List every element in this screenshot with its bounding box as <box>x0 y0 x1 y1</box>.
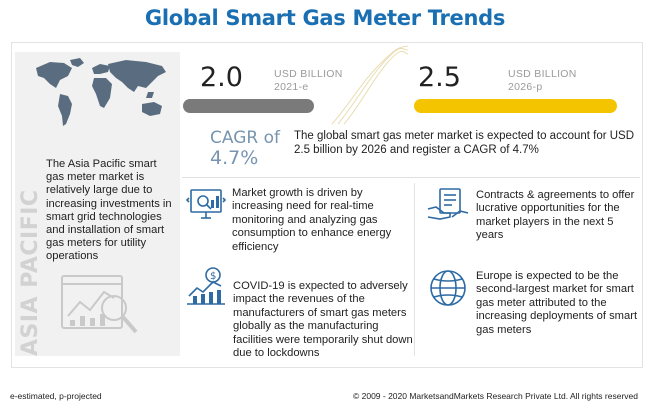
market-bar-2026 <box>414 99 617 113</box>
footer-legend: e-estimated, p-projected <box>10 391 102 401</box>
region-description: The Asia Pacific smart gas meter market … <box>46 158 172 263</box>
market-summary: The global smart gas meter market is exp… <box>294 130 635 156</box>
region-vertical-label: ASIA PACIFIC <box>18 189 43 356</box>
point-covid: COVID-19 is expected to adversely impact… <box>233 280 413 360</box>
market-unit-2021: USD BILLION <box>274 68 343 80</box>
world-map-icon <box>36 58 166 126</box>
dollar-chart-icon: $ <box>187 267 225 305</box>
market-unit-2026: USD BILLION <box>508 68 577 80</box>
point-europe: Europe is expected to be the second-larg… <box>476 270 638 336</box>
divider-horizontal <box>182 177 640 178</box>
footer-copyright: © 2009 - 2020 MarketsandMarkets Research… <box>352 391 638 401</box>
page-title: Global Smart Gas Meter Trends <box>144 6 506 30</box>
handshake-icon <box>427 188 469 220</box>
decorative-curve-lines <box>331 45 409 125</box>
market-value-2026: 2.5 <box>418 62 461 93</box>
divider-vertical <box>414 183 415 356</box>
cagr-value: 4.7% <box>210 147 259 169</box>
globe-icon <box>430 270 466 306</box>
market-year-2021: 2021-e <box>274 81 309 93</box>
market-year-2026: 2026-p <box>508 81 543 93</box>
market-bar-2021 <box>183 99 314 113</box>
market-value-2021: 2.0 <box>200 62 243 93</box>
monitoring-icon <box>185 189 227 219</box>
cagr-label: CAGR of <box>210 128 280 148</box>
infographic-frame <box>11 42 643 368</box>
point-market-growth: Market growth is driven by increasing ne… <box>232 187 392 253</box>
svg-text:$: $ <box>210 271 216 282</box>
magnifier-chart-icon <box>61 275 138 334</box>
point-contracts: Contracts & agreements to offer lucrativ… <box>476 189 635 242</box>
